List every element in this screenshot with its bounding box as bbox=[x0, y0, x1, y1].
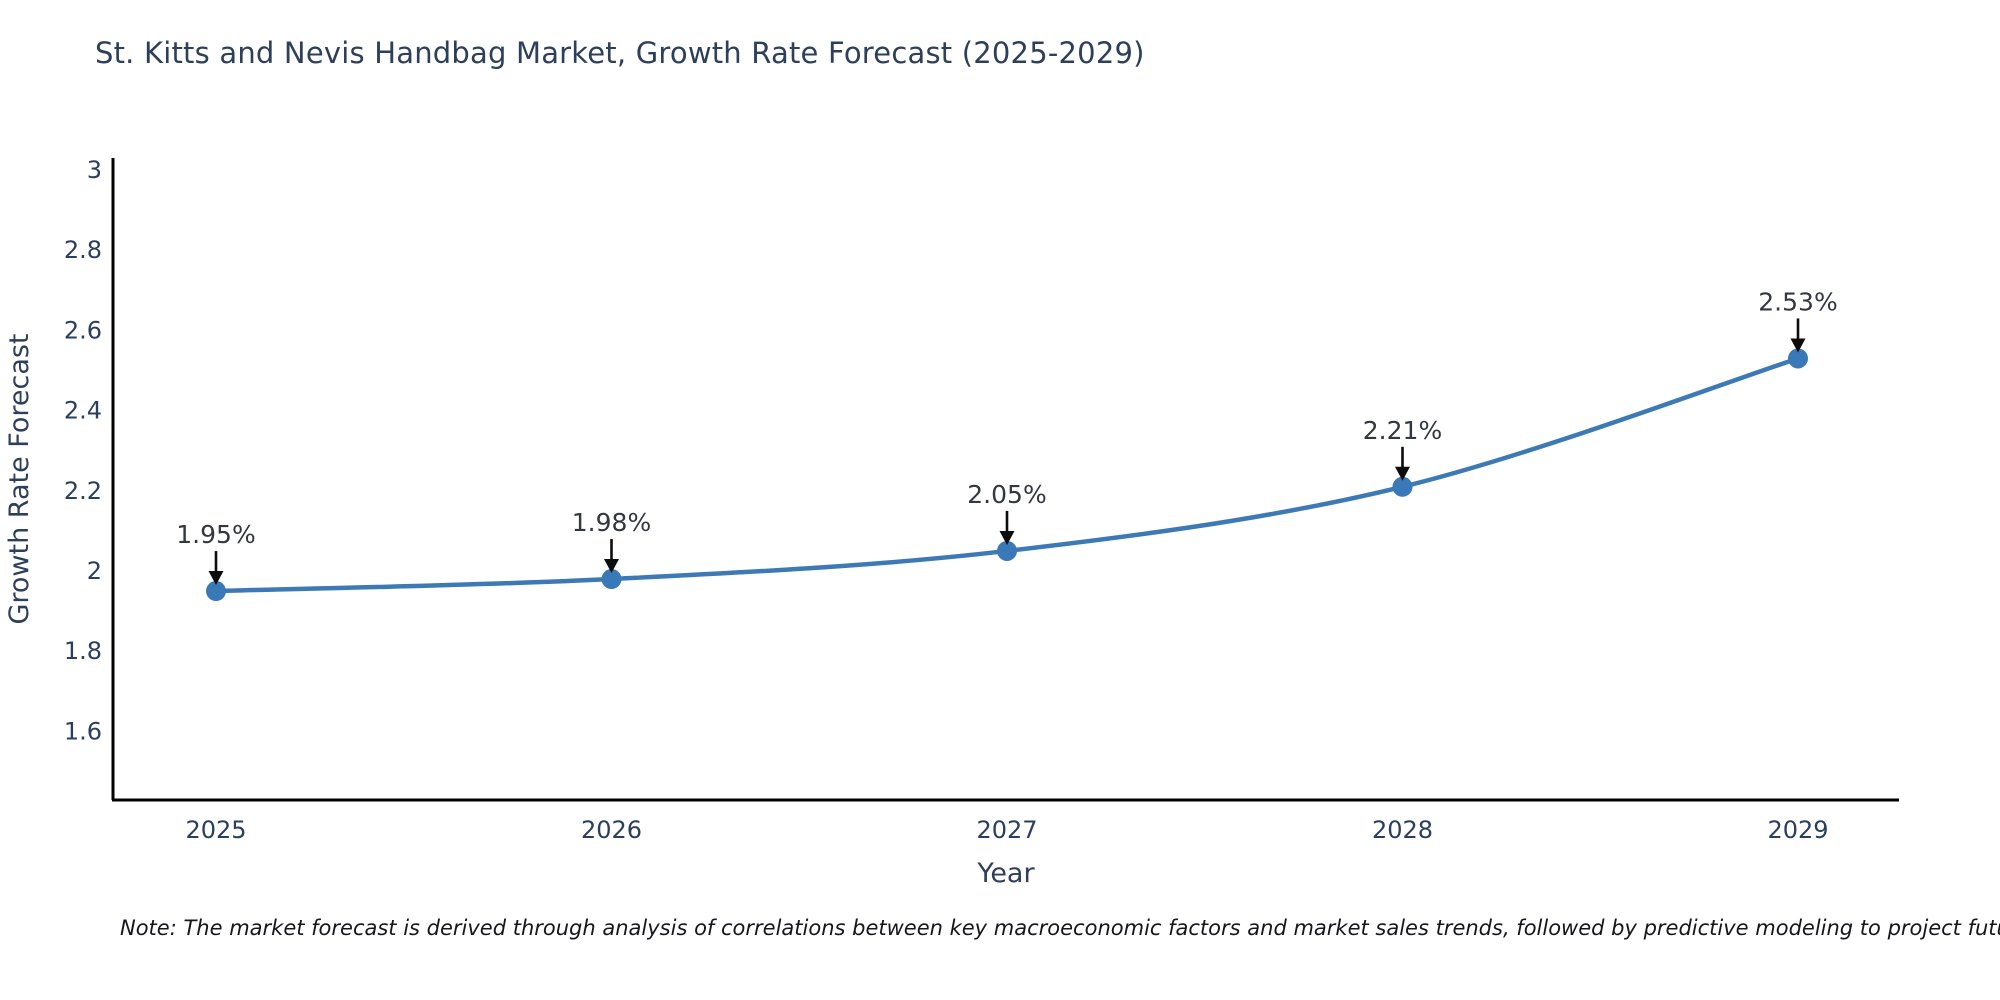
y-tick-label: 2.8 bbox=[64, 236, 102, 264]
data-point-annotation: 2.53% bbox=[1758, 287, 1837, 316]
x-tick-label: 2028 bbox=[1372, 816, 1433, 844]
y-tick-label: 1.6 bbox=[64, 717, 102, 745]
x-tick-label: 2025 bbox=[185, 816, 246, 844]
y-tick-label: 2.2 bbox=[64, 477, 102, 505]
chart-title: St. Kitts and Nevis Handbag Market, Grow… bbox=[95, 36, 1145, 70]
data-point-annotation: 2.21% bbox=[1363, 416, 1442, 445]
annotation-arrowhead-icon bbox=[1790, 338, 1806, 353]
data-point bbox=[601, 569, 622, 590]
y-tick-label: 3 bbox=[87, 156, 102, 184]
y-tick-label: 2.6 bbox=[64, 316, 102, 344]
data-point bbox=[997, 540, 1017, 561]
data-point-annotation: 2.05% bbox=[967, 480, 1046, 509]
y-tick-label: 2 bbox=[87, 557, 102, 585]
y-tick-label: 1.8 bbox=[64, 637, 102, 665]
data-point bbox=[206, 581, 226, 602]
x-axis-title: Year bbox=[976, 858, 1035, 889]
data-point-annotation: 1.98% bbox=[572, 508, 651, 537]
data-point bbox=[1788, 348, 1808, 369]
annotation-arrowhead-icon bbox=[999, 530, 1015, 545]
x-tick-label: 2029 bbox=[1767, 816, 1828, 844]
annotation-arrowhead-icon bbox=[604, 559, 619, 574]
y-tick-label: 2.4 bbox=[64, 397, 102, 425]
annotation-arrowhead-icon bbox=[1395, 466, 1410, 481]
data-point-annotation: 1.95% bbox=[176, 520, 255, 549]
data-point bbox=[1392, 476, 1413, 497]
footnote: Note: The market forecast is derived thr… bbox=[120, 916, 2000, 940]
y-axis-title: Growth Rate Forecast bbox=[4, 333, 35, 624]
annotation-arrowhead-icon bbox=[208, 571, 224, 586]
x-tick-label: 2026 bbox=[581, 816, 642, 844]
x-tick-label: 2027 bbox=[976, 816, 1037, 844]
